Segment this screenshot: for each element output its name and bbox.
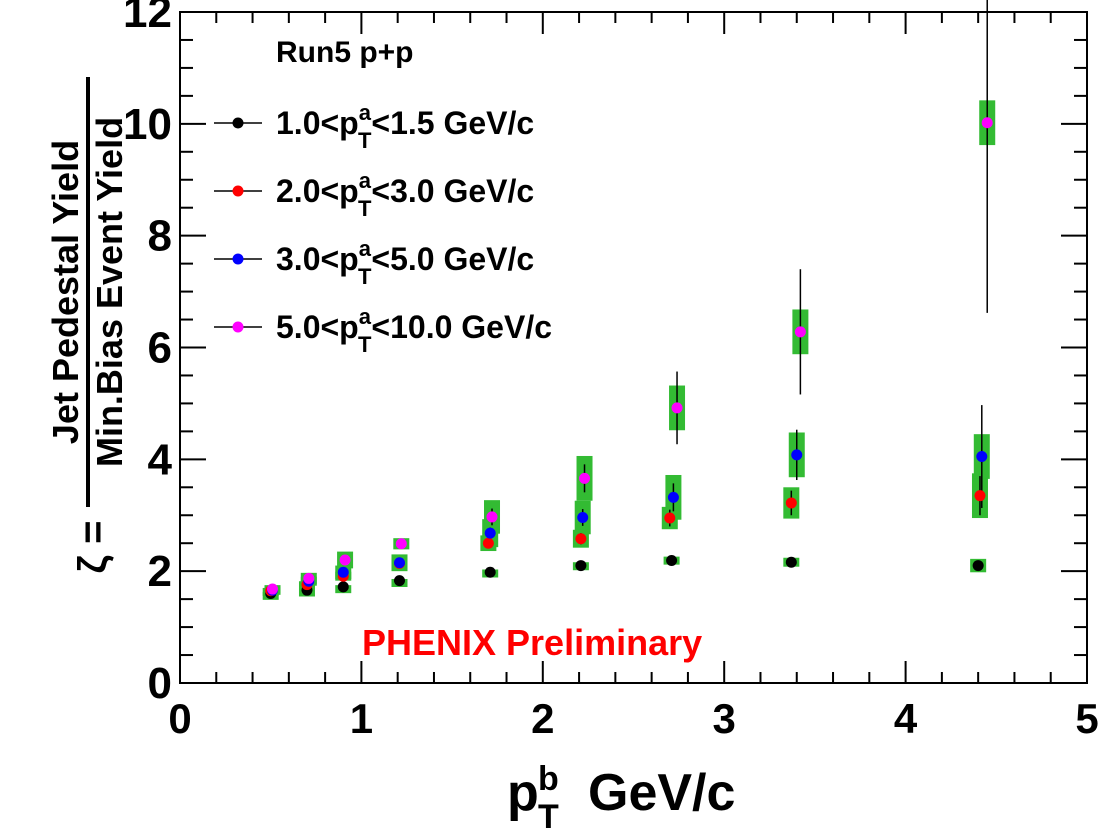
y-tick-label: 2: [148, 547, 172, 596]
x-tick-label: 4: [894, 695, 918, 742]
data-point: [666, 555, 678, 567]
x-axis-label-sup: b: [538, 760, 559, 798]
y-tick-label: 6: [148, 324, 172, 373]
data-point: [981, 117, 993, 129]
data-point: [482, 537, 494, 549]
legend-label: 1.0<pa T<1.5 GeV/c: [276, 100, 534, 153]
data-markers: [265, 117, 993, 600]
data-point: [575, 533, 587, 545]
data-point: [976, 451, 988, 463]
data-point: [972, 560, 984, 572]
data-point: [577, 511, 589, 523]
annotation-text: PHENIX Preliminary: [362, 622, 702, 663]
data-point: [484, 527, 496, 539]
data-point: [575, 560, 587, 572]
data-point: [486, 511, 498, 523]
data-point: [785, 497, 797, 509]
data-point: [337, 566, 349, 578]
header-text: Run5 p+p: [276, 36, 414, 69]
data-point: [395, 538, 407, 550]
legend-marker: [232, 321, 244, 333]
data-point: [664, 512, 676, 524]
y-axis-label-prefix: ζ =: [71, 521, 115, 574]
data-point: [671, 402, 683, 414]
legend-marker: [232, 253, 244, 265]
x-tick-label: 0: [168, 695, 191, 742]
x-tick-label: 3: [713, 695, 736, 742]
x-axis-label-sub: T: [538, 798, 559, 832]
y-tick-label: 4: [148, 435, 173, 484]
y-axis-label-denominator: Min.Bias Event Yield: [89, 117, 130, 467]
data-point: [667, 491, 679, 503]
x-tick-label: 1: [350, 695, 373, 742]
legend-marker: [232, 185, 244, 197]
legend-label: 5.0<pa T<10.0 GeV/c: [276, 304, 552, 357]
data-point: [393, 557, 405, 569]
y-axis-label-numerator: Jet Pedestal Yield: [45, 140, 86, 444]
data-point: [393, 575, 405, 587]
y-tick-label: 0: [148, 659, 172, 708]
x-axis-label-main: p: [507, 764, 539, 822]
legend: 1.0<pa T<1.5 GeV/c 2.0<pa T<3.0 GeV/c 3.0<pa…: [214, 100, 552, 357]
data-point: [337, 581, 349, 593]
statistical-error-bars: [269, 0, 988, 595]
x-tick-label: 5: [1075, 695, 1098, 742]
data-point: [579, 472, 591, 484]
data-point: [339, 554, 351, 566]
y-tick-label: 8: [148, 212, 172, 261]
data-point: [484, 566, 496, 578]
legend-marker: [232, 117, 244, 129]
data-point: [303, 572, 315, 584]
y-tick-label: 10: [123, 100, 172, 149]
data-point: [791, 449, 803, 461]
data-point: [785, 556, 797, 568]
data-point: [794, 326, 806, 338]
data-point: [974, 490, 986, 502]
x-axis-label: p b T GeV/c: [507, 760, 735, 832]
x-tick-label: 2: [531, 695, 554, 742]
legend-label: 2.0<pa T<3.0 GeV/c: [276, 168, 534, 221]
y-tick-label: 12: [123, 0, 172, 37]
y-axis-label: ζ = Jet Pedestal Yield Min.Bias Event Yi…: [45, 77, 130, 573]
x-axis-label-unit: GeV/c: [588, 764, 735, 822]
data-point: [267, 583, 279, 595]
legend-label: 3.0<pa T<5.0 GeV/c: [276, 236, 534, 289]
